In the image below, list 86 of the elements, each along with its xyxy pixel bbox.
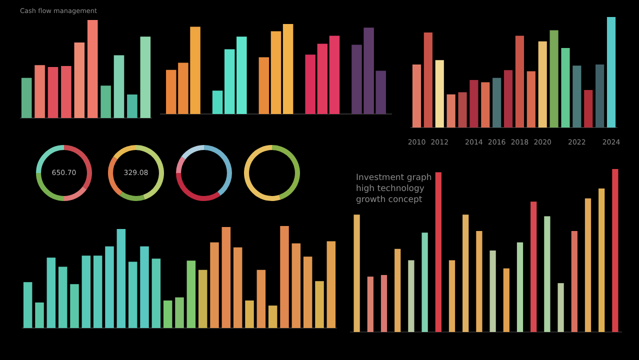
bar bbox=[515, 36, 524, 128]
bar bbox=[127, 94, 138, 118]
bar bbox=[530, 202, 537, 332]
bar bbox=[190, 26, 200, 114]
bar bbox=[490, 250, 496, 332]
bar bbox=[435, 172, 442, 332]
bar bbox=[422, 232, 428, 332]
bar bbox=[380, 274, 388, 332]
bar bbox=[163, 300, 172, 328]
bar bbox=[140, 36, 151, 118]
bar bbox=[526, 71, 536, 128]
bar bbox=[256, 270, 266, 328]
bar bbox=[282, 24, 294, 114]
bar bbox=[572, 66, 582, 128]
bar bbox=[326, 241, 336, 328]
bar bbox=[481, 82, 490, 128]
bar bbox=[87, 20, 98, 118]
bar bbox=[315, 281, 324, 328]
bar bbox=[210, 242, 219, 328]
bar bbox=[61, 66, 72, 118]
bar bbox=[458, 92, 467, 128]
bar bbox=[571, 230, 578, 332]
bar bbox=[93, 256, 102, 328]
bar bbox=[48, 67, 58, 118]
bar bbox=[186, 260, 196, 328]
bar bbox=[224, 49, 235, 114]
bar bbox=[476, 230, 482, 332]
bar bbox=[424, 32, 432, 128]
bar bbox=[270, 31, 282, 114]
bar bbox=[74, 42, 85, 118]
bar bbox=[46, 258, 56, 328]
bar bbox=[233, 247, 242, 328]
bar bbox=[128, 262, 138, 328]
bar bbox=[462, 214, 469, 332]
bar bbox=[140, 246, 149, 328]
bar bbox=[268, 306, 278, 328]
bar bbox=[516, 242, 524, 332]
bar bbox=[35, 302, 44, 328]
bar bbox=[212, 90, 223, 114]
bar bbox=[550, 30, 558, 128]
bar bbox=[596, 64, 604, 128]
bar bbox=[503, 268, 510, 332]
bar bbox=[435, 60, 444, 128]
bar bbox=[446, 94, 456, 128]
bar bbox=[34, 65, 45, 118]
bar bbox=[105, 246, 114, 328]
bar bbox=[280, 226, 289, 328]
bar bbox=[598, 188, 605, 332]
bar bbox=[492, 78, 502, 128]
bar bbox=[584, 90, 593, 128]
text: Investment graph high technology growth concept bbox=[356, 173, 433, 206]
bar bbox=[504, 70, 513, 128]
bar bbox=[175, 297, 184, 328]
bar bbox=[303, 256, 312, 328]
bar bbox=[412, 64, 422, 128]
bar bbox=[544, 216, 550, 332]
bar bbox=[58, 266, 68, 328]
bar bbox=[329, 36, 340, 114]
bar bbox=[292, 243, 301, 328]
bar bbox=[470, 80, 478, 128]
bar bbox=[305, 54, 316, 114]
bar bbox=[100, 86, 111, 118]
bar bbox=[245, 300, 254, 328]
bar bbox=[612, 169, 618, 332]
bar bbox=[21, 78, 32, 118]
bar bbox=[394, 248, 401, 332]
bar bbox=[23, 282, 32, 328]
bar bbox=[258, 57, 270, 114]
bar bbox=[538, 41, 547, 128]
bar bbox=[198, 270, 208, 328]
bar bbox=[317, 44, 328, 114]
bar bbox=[448, 260, 456, 332]
bar bbox=[222, 227, 231, 328]
bar bbox=[354, 214, 360, 332]
bar bbox=[558, 283, 564, 332]
bar bbox=[408, 260, 414, 332]
bar bbox=[114, 55, 124, 118]
bar bbox=[606, 17, 616, 128]
bar bbox=[116, 229, 126, 328]
bar bbox=[584, 198, 592, 332]
bar bbox=[367, 276, 374, 332]
bar bbox=[152, 258, 161, 328]
bar bbox=[236, 36, 247, 114]
bar bbox=[82, 256, 91, 328]
bar bbox=[561, 48, 570, 128]
bar bbox=[70, 284, 79, 328]
